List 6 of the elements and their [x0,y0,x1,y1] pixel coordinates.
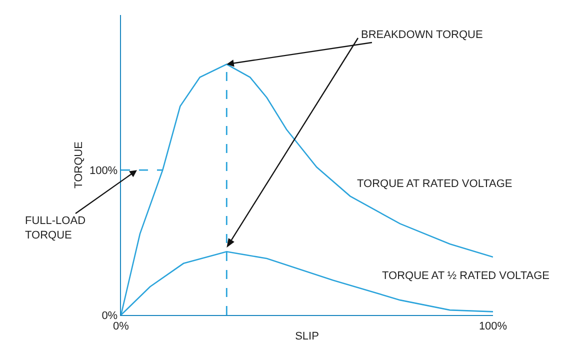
x-axis-title: SLIP [295,330,319,342]
series-label: TORQUE AT ½ RATED VOLTAGE [382,270,550,282]
series-label: TORQUE AT RATED VOLTAGE [357,178,512,190]
annotation: BREAKDOWN TORQUE [361,29,483,41]
y-axis-title: TORQUE [73,142,86,188]
annotation: FULL-LOAD TORQUE [25,215,86,242]
